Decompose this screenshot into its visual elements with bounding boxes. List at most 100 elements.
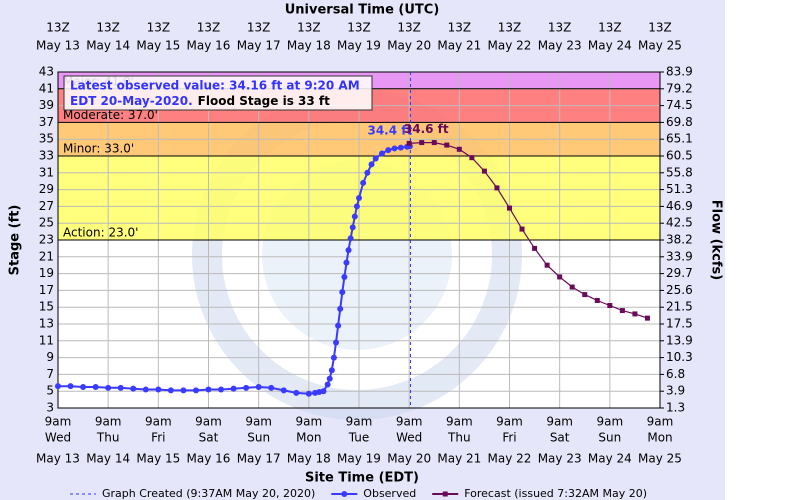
y2-tick-label: 60.5	[666, 149, 693, 163]
observed-point	[368, 161, 375, 168]
observed-point	[353, 203, 360, 210]
observed-point	[293, 389, 300, 396]
y2-tick-label: 10.3	[666, 350, 693, 364]
top-tick-label: 13Z	[548, 21, 572, 35]
x-tick-label: 9am	[145, 415, 172, 429]
x-tick-label: 9am	[195, 415, 222, 429]
plot-frame	[57, 71, 661, 409]
y2-tick-label: 51.3	[666, 182, 693, 196]
top-tick-label: 13Z	[96, 21, 120, 35]
y-tick-label: 29	[39, 182, 54, 196]
x-weekday-label: Wed	[45, 431, 71, 445]
y-axis-title: Stage (ft)	[8, 205, 23, 276]
observed-point	[356, 195, 362, 201]
flood-stage-text: Flood Stage is 33 ft	[198, 94, 330, 108]
observed-point	[180, 387, 187, 394]
y-tick-label: 5	[46, 384, 54, 398]
annotation-line: EDT 20-May-2020.	[70, 94, 193, 108]
x-tick-label: 9am	[647, 415, 674, 429]
observed-point	[230, 385, 237, 392]
y2-tick-label: 38.2	[666, 233, 693, 247]
flood-label: Moderate: 37.0'	[63, 108, 158, 122]
y2-tick-label: 69.8	[666, 115, 693, 129]
observed-point	[326, 375, 333, 382]
y-tick-label: 31	[39, 165, 54, 179]
top-tick-label: 13Z	[297, 21, 321, 35]
x-date-label: May 13	[36, 452, 80, 466]
observed-point	[268, 384, 275, 391]
top-tick-label: 13Z	[347, 21, 371, 35]
x-weekday-label: Fri	[502, 431, 516, 445]
y-tick-label: 43	[39, 65, 54, 79]
flood-label: Action: 23.0'	[63, 226, 138, 240]
top-date-label: May 23	[538, 39, 582, 53]
x-date-label: May 19	[337, 452, 381, 466]
forecast-point	[481, 168, 487, 174]
y-tick-label: 7	[46, 367, 54, 381]
observed-point	[167, 387, 174, 394]
observed-point	[351, 213, 358, 220]
forecast-point	[632, 311, 638, 317]
y-tick-label: 3	[46, 401, 54, 415]
x-tick-label: 9am	[496, 415, 523, 429]
y-tick-label: 25	[39, 216, 54, 230]
x-date-label: May 22	[488, 452, 532, 466]
observed-point	[67, 383, 74, 390]
forecast-point	[607, 303, 613, 309]
top-date-label: May 18	[287, 39, 331, 53]
x-weekday-label: Sat	[550, 431, 570, 445]
flood-label: Minor: 33.0'	[63, 142, 134, 156]
top-date-label: May 16	[187, 39, 231, 53]
observed-point	[330, 354, 337, 361]
top-axis-title: Universal Time (UTC)	[285, 3, 440, 18]
y2-tick-label: 79.2	[666, 81, 693, 95]
x-date-label: May 25	[638, 452, 682, 466]
legend-label: Graph Created (9:37AM May 20, 2020)	[102, 487, 315, 500]
y2-axis-title: Flow (kcfs)	[709, 200, 724, 280]
observed-point	[205, 386, 212, 393]
top-date-label: May 24	[588, 39, 632, 53]
observed-point	[320, 388, 327, 395]
x-tick-label: 9am	[596, 415, 623, 429]
forecast-point	[569, 284, 575, 290]
peak-label: 34.4 ft	[367, 124, 412, 138]
observed-point	[343, 259, 350, 266]
observed-point	[80, 384, 87, 390]
x-tick-label: 9am	[95, 415, 122, 429]
x-weekday-label: Sun	[247, 431, 270, 445]
forecast-point	[456, 146, 462, 152]
observed-point	[333, 339, 340, 346]
x-tick-label: 9am	[346, 415, 373, 429]
y2-tick-label: 25.6	[666, 283, 693, 297]
top-tick-label: 13Z	[46, 21, 70, 35]
x-weekday-label: Wed	[396, 431, 422, 445]
observed-point	[255, 384, 262, 390]
forecast-point	[557, 274, 563, 280]
forecast-point	[419, 140, 425, 146]
y2-tick-label: 42.5	[666, 216, 693, 230]
y-tick-label: 9	[46, 350, 54, 364]
top-tick-label: 13Z	[247, 21, 271, 35]
observed-point	[192, 387, 199, 394]
y-tick-label: 15	[39, 300, 54, 314]
top-date-label: May 20	[387, 39, 431, 53]
observed-point	[324, 381, 331, 388]
forecast-point	[619, 308, 625, 314]
top-date-label: May 14	[86, 39, 130, 53]
x-tick-label: 9am	[546, 415, 573, 429]
observed-point	[385, 147, 392, 154]
top-date-label: May 15	[136, 39, 180, 53]
x-axis-title: Site Time (EDT)	[305, 471, 419, 486]
observed-point	[105, 384, 112, 391]
x-weekday-label: Tue	[348, 431, 370, 445]
top-tick-label: 13Z	[498, 21, 522, 35]
x-weekday-label: Fri	[151, 431, 165, 445]
top-date-label: May 13	[36, 39, 80, 53]
x-date-label: May 23	[538, 452, 582, 466]
top-date-label: May 17	[237, 39, 281, 53]
observed-point	[347, 235, 354, 242]
observed-point	[391, 145, 398, 152]
observed-point	[345, 247, 352, 254]
annotation-line: Latest observed value: 34.16 ft at 9:20 …	[70, 79, 360, 93]
